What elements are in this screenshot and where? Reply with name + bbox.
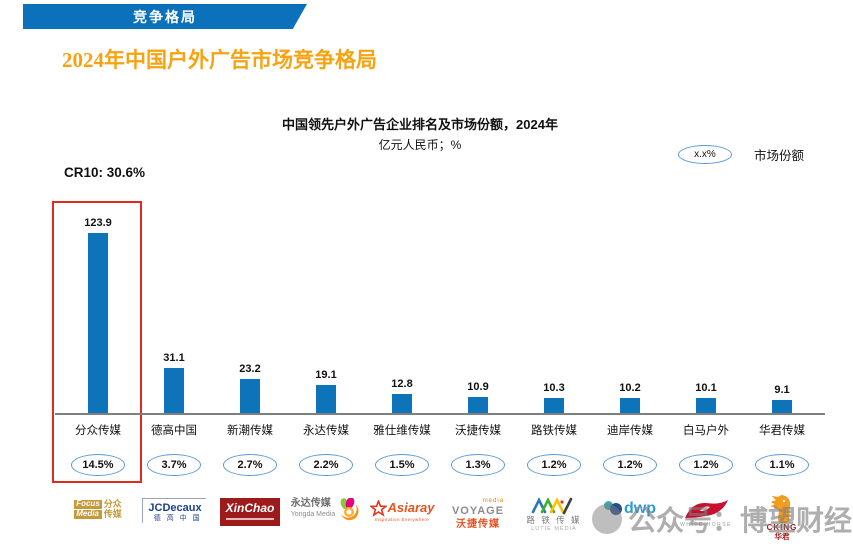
logo-focus-media: Focus Media 分众 传媒: [74, 499, 122, 519]
bar-永达传媒: [316, 385, 336, 413]
logo-yongda: 永达传媒 Yongda Media: [288, 492, 364, 548]
category-label: 永达传媒: [303, 425, 349, 437]
market-share-oval: 1.1%: [755, 454, 809, 476]
focus-media-icon: Focus Media: [74, 499, 102, 519]
market-share-oval: 1.2%: [679, 454, 733, 476]
market-share-oval: 2.7%: [223, 454, 277, 476]
bar-新潮传媒: [240, 379, 260, 413]
bar-value-label: 31.1: [163, 352, 185, 364]
category-label: 分众传媒: [75, 425, 121, 437]
logo-jcdecaux: JCDecaux 德 高 中 国: [136, 492, 212, 548]
logo-white-horse: WHITE HORSE: [668, 492, 744, 548]
market-share-oval: 1.2%: [603, 454, 657, 476]
category-label: 迪岸传媒: [607, 425, 653, 437]
logo-voyage: media VOYAGE 沃捷传媒: [451, 498, 505, 530]
logo-lutie: 路 铁 传 媒 LUTIE MEDIA: [516, 492, 592, 548]
chart-title: 中国领先户外广告企业排名及市场份额，2024年: [282, 117, 558, 132]
bar-value-label: 123.9: [84, 217, 112, 229]
logo-dwp: dwp: [592, 492, 668, 548]
market-share-oval: 14.5%: [71, 454, 125, 476]
category-label: 华君传媒: [759, 425, 805, 437]
section-banner-label: 竞争格局: [133, 10, 197, 26]
bar-value-label: 10.3: [543, 382, 565, 394]
dwp-dot-icon: [610, 502, 622, 515]
bar-分众传媒: [88, 233, 108, 413]
category-label: 雅仕维传媒: [373, 425, 431, 437]
bar-value-label: 23.2: [239, 363, 261, 375]
lutie-zigzag-icon: [531, 497, 573, 515]
cking-merlion-icon: [770, 495, 791, 523]
bar-value-label: 9.1: [774, 384, 790, 396]
market-share-oval: 1.3%: [451, 454, 505, 476]
category-label: 路铁传媒: [531, 425, 577, 437]
market-share-oval: 1.2%: [527, 454, 581, 476]
chart-subtitle: 亿元人民币；%: [378, 138, 462, 152]
bar-value-label: 19.1: [315, 369, 337, 381]
bar-路铁传媒: [544, 398, 564, 413]
category-label: 沃捷传媒: [455, 425, 501, 437]
legend-label: 市场份额: [754, 149, 805, 163]
category-label: 德高中国: [151, 425, 197, 437]
bar-雅仕维传媒: [392, 394, 412, 413]
bar-华君传媒: [772, 400, 792, 413]
section-banner: 竞争格局: [23, 4, 307, 29]
legend: x.x% 市场份额: [678, 145, 804, 164]
white-horse-flag-icon: [685, 500, 728, 518]
bar-白马户外: [696, 398, 716, 413]
x-axis-line: [55, 413, 825, 415]
page-title: 2024年中国户外广告市场竞争格局: [62, 48, 377, 72]
category-label: 新潮传媒: [227, 425, 273, 437]
logo-cking: CKING 华君: [744, 492, 820, 548]
market-share-oval: 3.7%: [147, 454, 201, 476]
yongda-swirl-icon: [340, 498, 359, 521]
highlight-red-box: [52, 201, 142, 483]
market-share-oval: 2.2%: [299, 454, 353, 476]
market-share-oval: 1.5%: [375, 454, 429, 476]
bar-沃捷传媒: [468, 397, 488, 413]
logo-xinchao: XinChao: [212, 492, 288, 548]
logo-asiaray: Asiaray Inspiration Everywhere: [364, 492, 440, 548]
category-label: 白马户外: [683, 425, 729, 437]
cr10-label: CR10: 30.6%: [64, 165, 146, 180]
chart-header: 中国领先户外广告企业排名及市场份额，2024年 亿元人民币；%: [170, 114, 670, 153]
bar-value-label: 10.1: [695, 382, 717, 394]
xinchao-underline: [225, 518, 275, 521]
bar-迪岸传媒: [620, 398, 640, 413]
bar-德高中国: [164, 368, 184, 413]
asiaray-star-icon: [369, 500, 387, 517]
bar-value-label: 12.8: [391, 378, 413, 390]
bar-value-label: 10.9: [467, 381, 489, 393]
bar-value-label: 10.2: [619, 382, 641, 394]
legend-sample-oval: x.x%: [678, 145, 732, 164]
